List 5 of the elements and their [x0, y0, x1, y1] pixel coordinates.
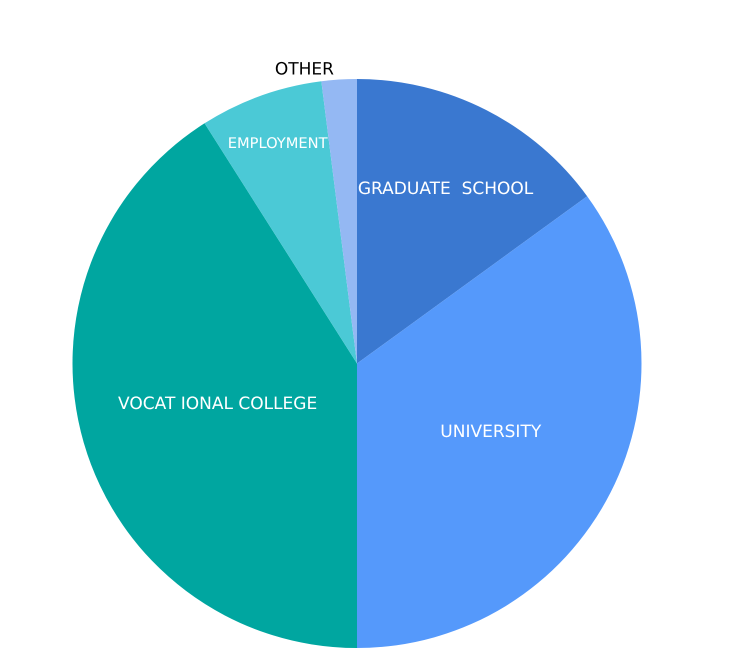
- slice-label: GRADUATE SCHOOL: [358, 179, 534, 200]
- slice-label: UNIVERSITY: [440, 422, 542, 442]
- slice-label: OTHER: [274, 60, 334, 80]
- slice-label: EMPLOYMENT: [228, 135, 328, 152]
- slice-label: VOCAT IONAL COLLEGE: [118, 394, 318, 414]
